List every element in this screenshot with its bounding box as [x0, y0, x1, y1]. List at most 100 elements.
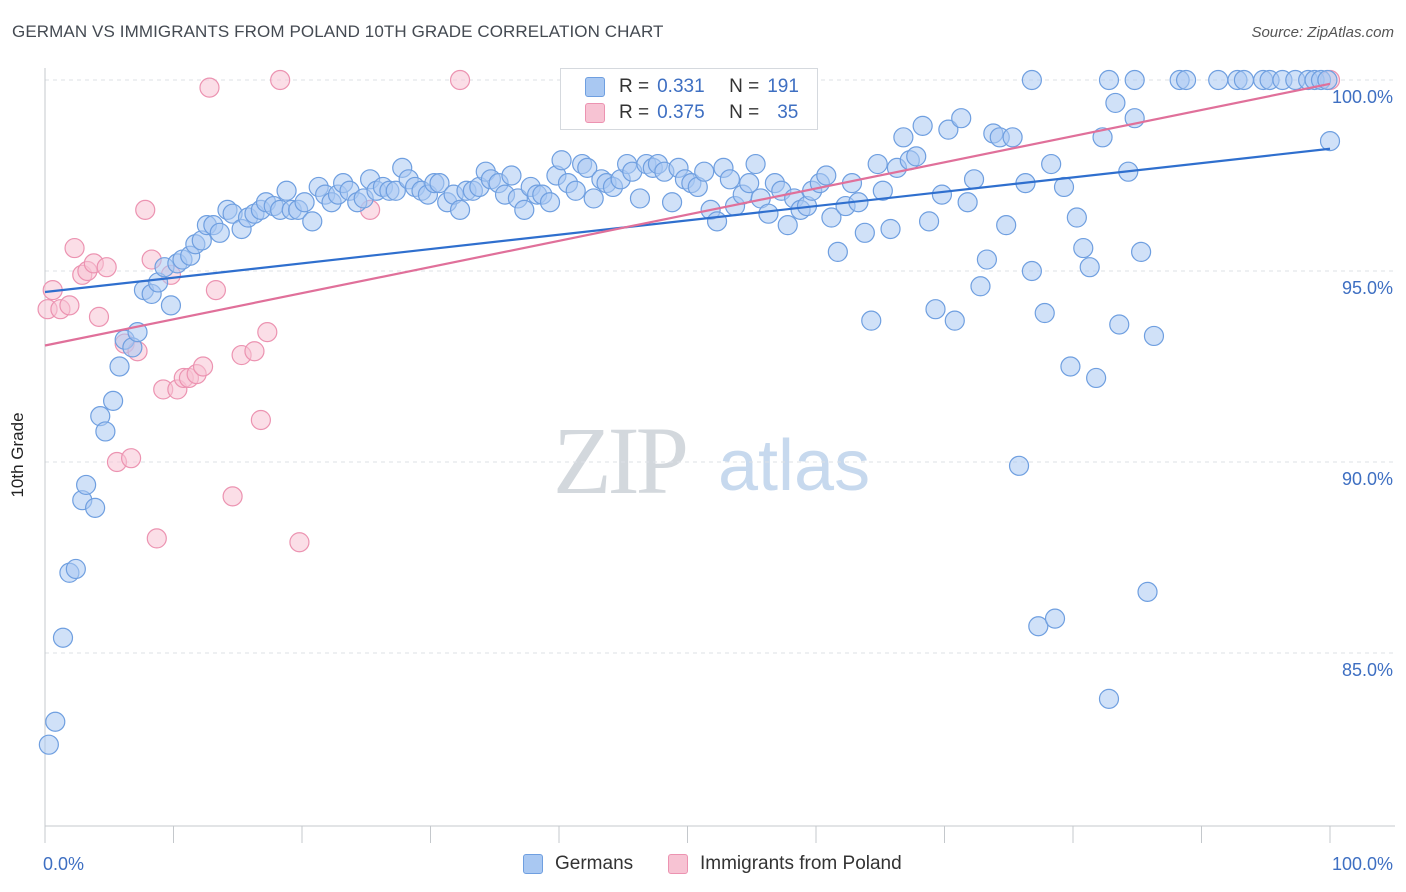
poland-point	[199, 77, 220, 98]
poland-points	[37, 69, 1341, 553]
german-point	[294, 192, 315, 213]
watermark-zip: ZIP	[553, 407, 689, 514]
y-tick-label: 85.0%	[1342, 660, 1393, 680]
german-point	[861, 310, 882, 331]
legend-top-german-n-value: 191	[767, 76, 799, 97]
legend-top: R = 0.331 N = 191 R = 0.375 N = 35	[560, 68, 818, 130]
german-point	[302, 211, 323, 232]
german-point	[65, 558, 86, 580]
german-point	[1137, 581, 1158, 602]
poland-point	[135, 199, 156, 220]
legend-top-poland-swatch	[585, 103, 605, 123]
german-point	[931, 184, 953, 205]
german-point	[45, 711, 66, 732]
y-tick-label: 100.0%	[1332, 87, 1393, 107]
german-point	[565, 180, 586, 201]
german-point	[821, 207, 842, 228]
german-point	[76, 474, 97, 496]
german-point	[893, 127, 914, 148]
german-point	[719, 169, 741, 190]
poland-point	[64, 237, 85, 259]
german-point	[160, 295, 182, 316]
x-tick-label: 100.0%	[1332, 854, 1393, 874]
german-point	[970, 276, 991, 297]
german-point	[963, 169, 985, 190]
german-point	[1066, 207, 1087, 228]
german-point	[706, 211, 728, 232]
german-point	[906, 146, 927, 167]
legend-bottom-german-swatch	[523, 854, 543, 874]
legend-top-german-r-label: R =	[619, 76, 650, 97]
german-point	[1044, 608, 1066, 629]
poland-point	[120, 448, 142, 469]
german-point	[103, 390, 124, 411]
y-tick-label: 90.0%	[1342, 469, 1393, 489]
german-point	[1131, 241, 1152, 262]
legend-top-poland-n-value: 35	[777, 102, 799, 123]
german-point	[629, 188, 651, 209]
german-point	[944, 310, 965, 331]
german-point	[539, 192, 561, 213]
german-point	[85, 497, 106, 518]
german-point	[551, 150, 572, 171]
poland-point	[449, 69, 471, 91]
legend-top-poland-n-label: N =	[729, 102, 760, 123]
german-point	[872, 180, 893, 201]
german-point	[1143, 325, 1165, 347]
poland-point	[250, 409, 271, 431]
german-point	[1092, 127, 1113, 148]
chart-title: GERMAN VS IMMIGRANTS FROM POLAND 10TH GR…	[12, 22, 664, 41]
legend-top-poland-r-value: 0.375	[657, 102, 705, 123]
german-point	[758, 203, 779, 224]
german-point	[1073, 237, 1094, 259]
tick-labels: 85.0% 90.0% 95.0% 100.0% 0.0% 100.0%	[43, 87, 1393, 874]
legend-top-german-n-label: N =	[729, 76, 760, 97]
german-point	[1021, 260, 1042, 282]
german-point	[429, 173, 450, 194]
german-point	[1086, 367, 1107, 389]
german-point	[918, 211, 940, 232]
poland-point	[96, 257, 117, 278]
german-point	[1098, 69, 1120, 91]
legend-bottom-german: Germans	[523, 852, 633, 876]
german-point	[867, 153, 888, 175]
german-point	[1002, 127, 1023, 148]
poland-point	[270, 69, 291, 91]
german-point	[854, 222, 875, 243]
german-point	[95, 421, 116, 442]
german-point	[1008, 455, 1030, 476]
german-point	[661, 192, 683, 213]
german-point	[1053, 176, 1075, 198]
german-point	[1041, 153, 1062, 175]
poland-point	[59, 295, 80, 316]
legend-bottom-poland-label: Immigrants from Poland	[700, 853, 902, 874]
legend-top-poland-r-label: R =	[619, 102, 650, 123]
poland-point	[289, 532, 310, 553]
legend-top-german-row: R = 0.331 N = 191	[585, 76, 799, 98]
poland-point	[257, 322, 278, 343]
legend-top-german-r-value: 0.331	[657, 76, 705, 97]
german-point	[912, 115, 933, 136]
poland-point	[192, 356, 214, 377]
german-point	[816, 165, 837, 186]
german-point	[1105, 92, 1126, 114]
poland-point	[222, 486, 243, 507]
german-point	[976, 249, 998, 270]
german-point	[739, 173, 760, 194]
legend-bottom-german-label: Germans	[555, 853, 634, 874]
german-point	[1208, 69, 1229, 91]
legend-bottom-poland-swatch	[668, 854, 688, 874]
source-label: Source: ZipAtlas.com	[1251, 24, 1394, 41]
trendlines	[44, 82, 1331, 347]
poland-point	[146, 528, 167, 549]
german-point	[1175, 69, 1197, 91]
german-point	[501, 165, 522, 186]
german-point	[827, 241, 848, 262]
legend-top-poland-row: R = 0.375 N = 35	[585, 102, 798, 124]
german-point	[577, 157, 598, 178]
german-points	[38, 69, 1341, 755]
german-point	[880, 218, 901, 240]
watermark-atlas: atlas	[718, 426, 871, 506]
german-point	[209, 222, 230, 243]
